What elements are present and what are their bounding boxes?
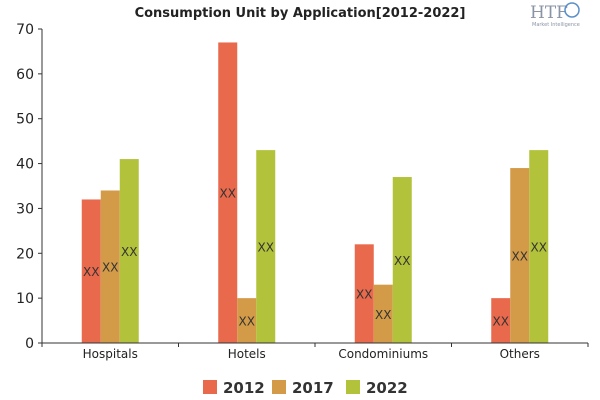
bar bbox=[491, 298, 511, 343]
bar bbox=[529, 150, 549, 343]
y-tick-label: 70 bbox=[16, 22, 34, 38]
legend-label: 2012 bbox=[223, 379, 265, 397]
data-label: XX bbox=[239, 315, 255, 329]
logo-tagline: Market Intelligence bbox=[532, 22, 580, 28]
data-label: XX bbox=[258, 241, 274, 255]
x-axis: Hospitals Hotels Condominiums Others bbox=[41, 342, 589, 361]
data-label: XX bbox=[375, 308, 391, 322]
legend: 2012 2017 2022 bbox=[203, 379, 408, 397]
legend-swatch bbox=[203, 380, 217, 394]
y-tick-label: 10 bbox=[16, 291, 34, 307]
data-label: XX bbox=[121, 245, 137, 259]
x-tick-label: Hotels bbox=[228, 347, 266, 361]
y-tick-label: 30 bbox=[16, 201, 34, 217]
bar bbox=[100, 190, 120, 343]
bar bbox=[237, 298, 257, 343]
bar bbox=[373, 284, 393, 343]
y-tick-label: 60 bbox=[16, 67, 34, 83]
bar bbox=[256, 150, 276, 343]
bar bbox=[119, 159, 139, 343]
data-label: XX bbox=[220, 187, 236, 201]
y-axis: 0 10 20 30 40 50 60 70 bbox=[16, 22, 43, 352]
data-label: XX bbox=[356, 288, 372, 302]
data-label: XX bbox=[512, 250, 528, 264]
x-tick-label: Others bbox=[500, 347, 540, 361]
data-label: XX bbox=[394, 254, 410, 268]
htf-logo: HTF Market Intelligence bbox=[530, 2, 580, 28]
bar bbox=[218, 42, 238, 343]
legend-swatch bbox=[346, 380, 360, 394]
y-tick-label: 20 bbox=[16, 246, 34, 262]
legend-label: 2017 bbox=[292, 379, 334, 397]
data-label: XX bbox=[83, 265, 99, 279]
legend-label: 2022 bbox=[366, 379, 408, 397]
logo-mark: HTF bbox=[530, 3, 568, 23]
y-tick-label: 50 bbox=[16, 112, 34, 128]
chart-title: Consumption Unit by Application[2012-202… bbox=[135, 6, 466, 21]
data-label: XX bbox=[493, 315, 509, 329]
x-tick-label: Condominiums bbox=[338, 347, 428, 361]
bar bbox=[392, 177, 412, 343]
logo-globe-icon bbox=[564, 2, 580, 18]
y-tick-label: 40 bbox=[16, 157, 34, 173]
bar bbox=[354, 244, 374, 343]
bar bbox=[81, 199, 101, 343]
x-tick-label: Hospitals bbox=[83, 347, 138, 361]
bar bbox=[510, 168, 530, 343]
y-tick-label: 0 bbox=[25, 336, 34, 352]
data-label: XX bbox=[102, 261, 118, 275]
legend-swatch bbox=[272, 380, 286, 394]
data-label: XX bbox=[531, 241, 547, 255]
